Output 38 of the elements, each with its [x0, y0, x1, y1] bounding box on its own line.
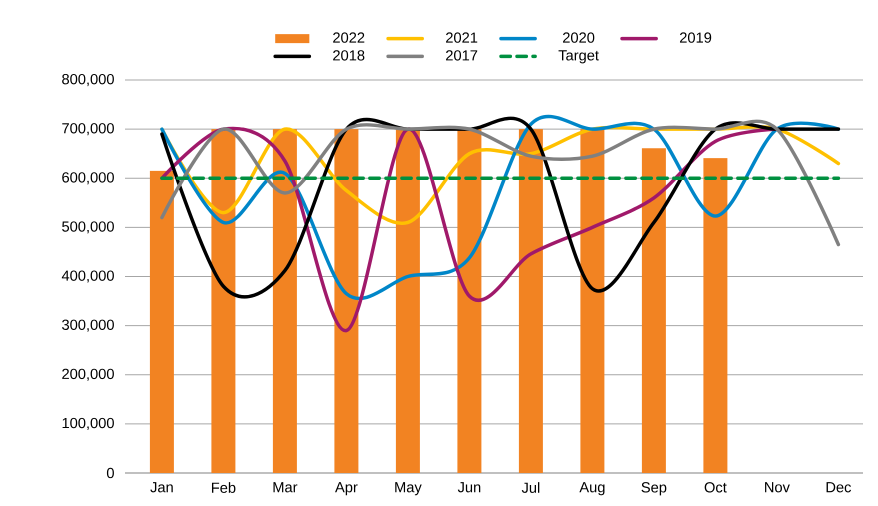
legend-label: Target: [558, 50, 599, 64]
y-tick-label: 200,000: [62, 368, 114, 381]
bar: [334, 129, 358, 473]
x-tick-label: Jul: [522, 482, 540, 493]
x-tick-label: May: [395, 482, 422, 496]
bar: [272, 129, 297, 473]
x-tick-label: Apr: [335, 482, 358, 496]
legend-label: 2018: [333, 50, 364, 61]
bar: [150, 170, 174, 473]
x-tick-label: Nov: [765, 482, 790, 492]
x-tick-label: Oct: [704, 482, 727, 493]
bar: [703, 158, 728, 473]
y-tick-label: 300,000: [62, 320, 114, 332]
y-tick-label: 700,000: [62, 123, 114, 136]
x-tick-label: Mar: [273, 482, 298, 492]
x-tick-label: Feb: [212, 482, 236, 493]
x-tick-label: Aug: [579, 482, 605, 496]
bar: [211, 129, 236, 473]
legend-label: 2021: [446, 32, 478, 43]
bar: [457, 129, 482, 473]
x-tick-label: Jan: [150, 482, 173, 492]
legend-label: 2020: [563, 32, 594, 43]
y-tick-label: 0: [106, 468, 114, 478]
legend-label: 2022: [333, 32, 364, 43]
x-tick-label: Dec: [826, 482, 852, 492]
legend-label: 2019: [680, 32, 712, 43]
y-tick-label: 100,000: [62, 418, 114, 430]
x-tick-label: Sep: [642, 482, 666, 496]
bar: [642, 148, 666, 473]
bar: [580, 129, 604, 473]
y-tick-label: 400,000: [62, 270, 114, 283]
x-tick-label: Jun: [458, 482, 480, 492]
legend-label: 2017: [446, 50, 478, 61]
y-tick-label: 600,000: [62, 172, 114, 184]
bar: [518, 129, 543, 473]
y-tick-label: 500,000: [62, 221, 114, 234]
y-tick-label: 800,000: [62, 74, 114, 86]
bar: [396, 129, 420, 473]
